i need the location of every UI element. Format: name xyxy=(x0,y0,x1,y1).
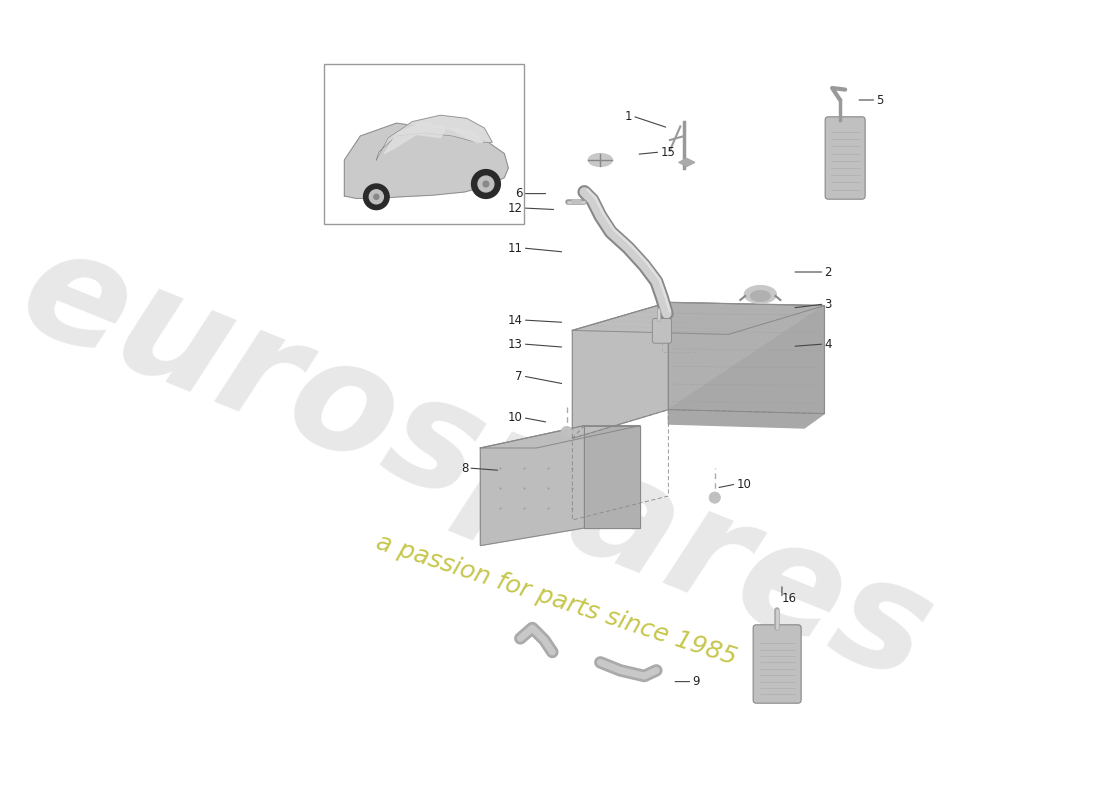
Polygon shape xyxy=(376,115,493,160)
Text: 10: 10 xyxy=(508,411,522,424)
Circle shape xyxy=(483,181,488,187)
Text: 3: 3 xyxy=(824,298,832,310)
Circle shape xyxy=(370,190,384,204)
Text: 6: 6 xyxy=(515,187,522,200)
Polygon shape xyxy=(679,158,695,166)
Polygon shape xyxy=(481,426,640,448)
Ellipse shape xyxy=(588,154,613,166)
Text: eurospares: eurospares xyxy=(1,214,953,714)
Circle shape xyxy=(561,426,572,438)
Polygon shape xyxy=(384,122,446,154)
Circle shape xyxy=(472,170,500,198)
FancyBboxPatch shape xyxy=(652,318,671,343)
Polygon shape xyxy=(344,123,508,198)
Ellipse shape xyxy=(572,200,581,204)
Polygon shape xyxy=(481,426,584,546)
Bar xyxy=(324,64,525,224)
Ellipse shape xyxy=(750,290,770,302)
Text: a passion for parts since 1985: a passion for parts since 1985 xyxy=(373,530,739,670)
FancyBboxPatch shape xyxy=(825,117,865,199)
Text: 10: 10 xyxy=(736,478,751,490)
Polygon shape xyxy=(669,306,824,428)
Text: 1: 1 xyxy=(625,110,632,122)
Polygon shape xyxy=(584,426,640,528)
Text: 13: 13 xyxy=(508,338,522,350)
Text: 5: 5 xyxy=(877,94,883,106)
Text: 9: 9 xyxy=(692,675,700,688)
Circle shape xyxy=(478,176,494,192)
Circle shape xyxy=(363,184,389,210)
Polygon shape xyxy=(572,302,824,334)
Text: 11: 11 xyxy=(508,242,522,254)
Polygon shape xyxy=(572,302,669,438)
Ellipse shape xyxy=(745,286,777,303)
Polygon shape xyxy=(450,128,483,142)
Text: 2: 2 xyxy=(824,266,832,278)
Polygon shape xyxy=(669,302,824,414)
Circle shape xyxy=(374,194,378,199)
Text: 12: 12 xyxy=(508,202,522,214)
Text: 16: 16 xyxy=(782,592,796,605)
Text: 7: 7 xyxy=(515,370,522,382)
Circle shape xyxy=(710,492,720,503)
Text: 4: 4 xyxy=(824,338,832,350)
Text: 14: 14 xyxy=(508,314,522,326)
Text: 15: 15 xyxy=(660,146,675,158)
FancyBboxPatch shape xyxy=(754,625,801,703)
Text: 8: 8 xyxy=(461,462,469,474)
